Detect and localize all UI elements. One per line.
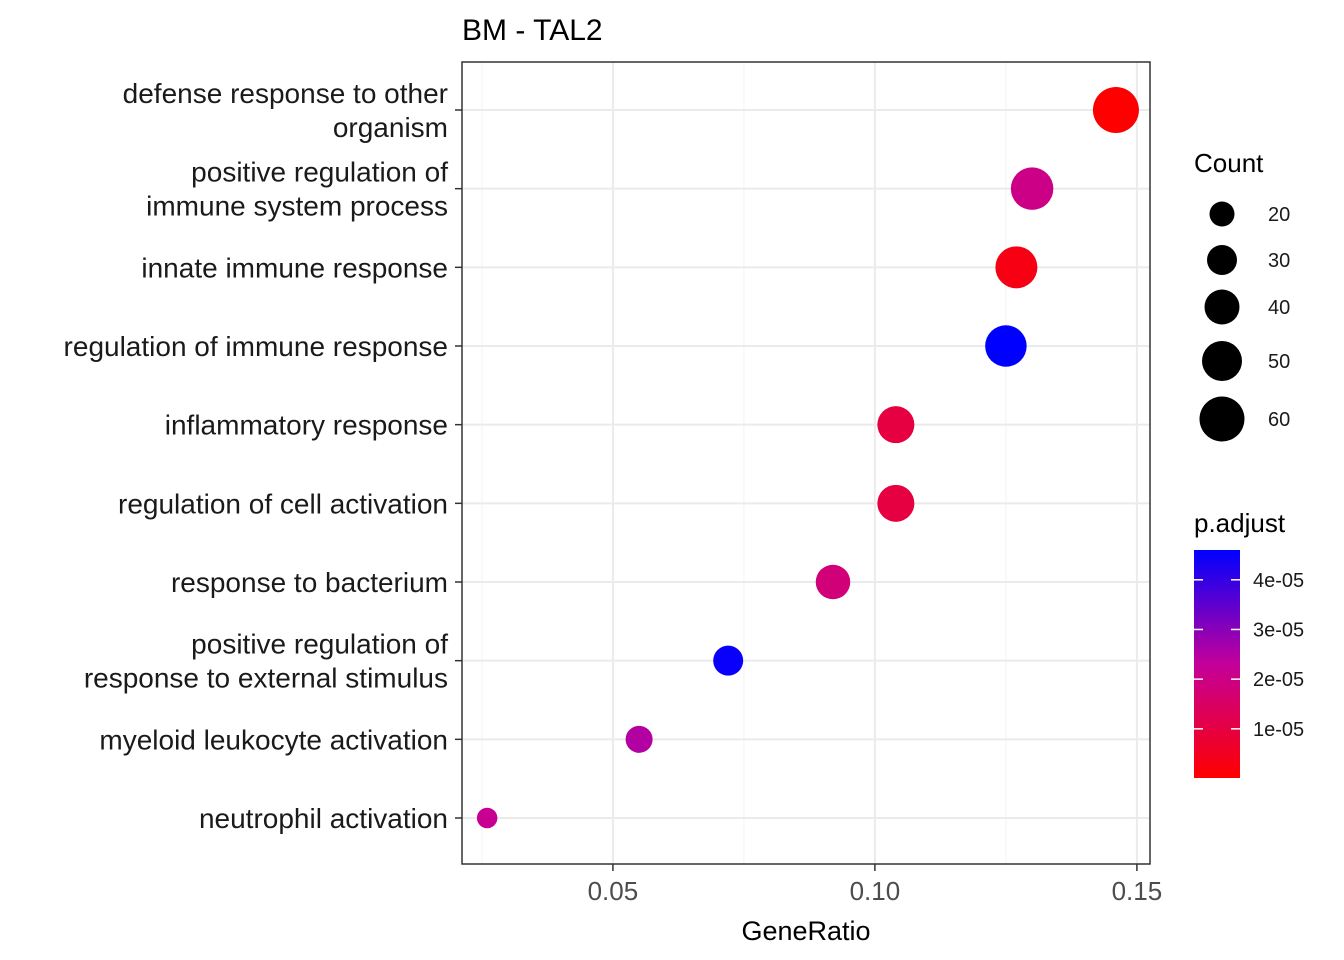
count-legend-key: [1199, 396, 1245, 442]
data-point: [1010, 167, 1054, 210]
x-axis-title: GeneRatio: [741, 916, 870, 946]
count-legend: Count 20 30 40 50 60: [1194, 148, 1290, 442]
p-adjust-label: 1e-05: [1253, 719, 1304, 741]
count-legend-label: 50: [1268, 351, 1290, 373]
y-tick-label: response to external stimulus: [84, 663, 448, 694]
data-point: [713, 645, 744, 676]
count-legend-label: 30: [1268, 250, 1290, 272]
y-tick-label: organism: [333, 112, 448, 143]
data-point: [1092, 87, 1139, 133]
count-legend-label: 20: [1268, 204, 1290, 226]
data-point: [625, 725, 653, 753]
plot-border: [461, 61, 1151, 865]
y-tick-label: innate immune response: [141, 252, 448, 283]
y-tick-label: defense response to other: [123, 78, 448, 109]
count-legend-label: 40: [1268, 297, 1290, 319]
data-point: [476, 807, 498, 829]
data-point: [985, 325, 1027, 367]
y-tick-label: positive regulation of: [191, 629, 448, 660]
x-tick-label: 0.05: [588, 876, 639, 906]
y-tick-label: response to bacterium: [171, 567, 448, 598]
p-adjust-legend-title: p.adjust: [1194, 508, 1286, 538]
x-tick-label: 0.15: [1112, 876, 1163, 906]
y-tick-label: inflammatory response: [165, 410, 448, 441]
count-legend-key: [1209, 201, 1235, 227]
data-point: [877, 484, 915, 522]
chart-title: BM - TAL2: [462, 14, 603, 47]
count-legend-key: [1207, 245, 1237, 275]
y-tick-label: regulation of cell activation: [118, 488, 448, 519]
p-adjust-legend: p.adjust 4e-05 3e-05 2e-05 1e-05: [1194, 508, 1304, 778]
data-point: [877, 406, 915, 444]
count-legend-key: [1204, 289, 1240, 325]
x-tick-label: 0.10: [850, 876, 901, 906]
p-adjust-label: 3e-05: [1253, 619, 1304, 641]
y-tick-label: regulation of immune response: [64, 331, 448, 362]
y-tick-label: immune system process: [146, 191, 448, 222]
count-legend-title: Count: [1194, 148, 1264, 178]
y-tick-label: myeloid leukocyte activation: [99, 724, 448, 755]
p-adjust-colorbar: [1194, 550, 1240, 778]
y-tick-label: neutrophil activation: [199, 803, 448, 834]
data-point: [815, 564, 851, 600]
count-legend-key: [1202, 341, 1242, 381]
count-legend-label: 60: [1268, 409, 1290, 431]
p-adjust-label: 2e-05: [1253, 669, 1304, 691]
p-adjust-label: 4e-05: [1253, 570, 1304, 592]
y-tick-label: positive regulation of: [191, 157, 448, 188]
data-point: [995, 246, 1038, 289]
